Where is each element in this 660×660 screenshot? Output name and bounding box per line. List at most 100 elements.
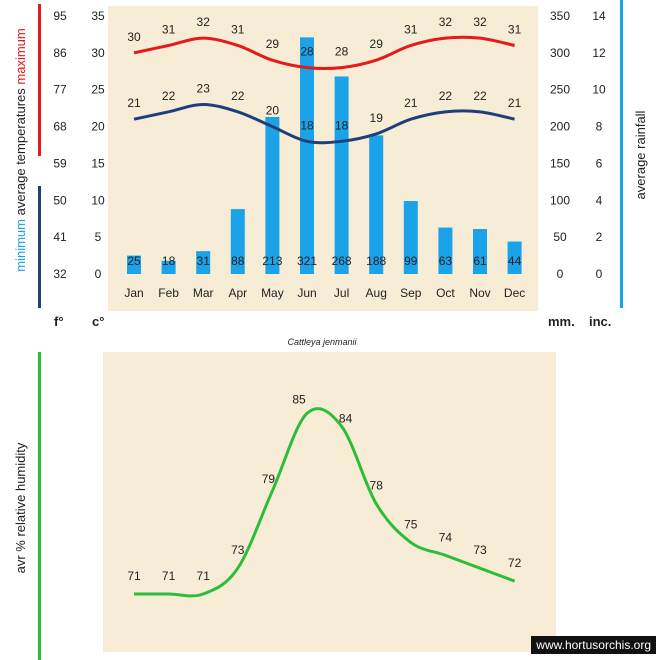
chart-title: Cattleya jenmanii bbox=[287, 337, 357, 347]
rainfall-bar bbox=[507, 241, 522, 274]
month-label: May bbox=[261, 286, 284, 300]
month-label: Apr bbox=[228, 286, 247, 300]
minimum-line bbox=[133, 102, 515, 145]
celsius-tick-label: 20 bbox=[91, 120, 105, 134]
minimum-value-label: 21 bbox=[404, 96, 418, 110]
humidity-line bbox=[134, 407, 516, 598]
inches-tick-label: 6 bbox=[596, 156, 603, 170]
fahrenheit-tick-label: 68 bbox=[53, 120, 67, 134]
rainfall-value-label: 213 bbox=[262, 254, 282, 268]
rainfall-bar bbox=[334, 76, 349, 275]
humidity-value-label: 75 bbox=[404, 517, 418, 531]
right-axis-title: average rainfall bbox=[633, 110, 648, 199]
rainfall-value-label: 99 bbox=[404, 254, 418, 268]
mm-tick-label: 150 bbox=[550, 156, 570, 170]
maximum-label: 29 bbox=[266, 37, 280, 51]
average-temperatures-label: average temperatures bbox=[13, 88, 28, 216]
celsius-tick-label: 25 bbox=[91, 83, 105, 97]
minimum-value-label: 21 bbox=[508, 96, 522, 110]
minimum-value-label: 20 bbox=[266, 104, 280, 118]
minimum-value-label: 23 bbox=[197, 81, 211, 95]
minimum-value-label: 22 bbox=[162, 89, 176, 103]
left-axis-title: minimum average temperatures maximum bbox=[13, 28, 28, 272]
fahrenheit-tick-label: 41 bbox=[53, 230, 67, 244]
rainfall-value-label: 18 bbox=[162, 254, 176, 268]
fahrenheit-tick-label: 77 bbox=[53, 83, 67, 97]
rainfall-value-label: 44 bbox=[508, 254, 522, 268]
month-labels: Jan Feb Mar Apr May Jun Jul Aug Sep Oct Nov Dec bbox=[124, 286, 525, 300]
minimum-value-label: 19 bbox=[370, 111, 384, 125]
minimum-value-label: 22 bbox=[231, 89, 245, 103]
rainfall-value-label: 268 bbox=[332, 254, 352, 268]
celsius-tick-label: 0 bbox=[95, 267, 102, 281]
rainfall-value-label: 31 bbox=[197, 254, 211, 268]
rainfall-value-label: 63 bbox=[439, 254, 453, 268]
humidity-background bbox=[103, 352, 556, 652]
temperature-lines bbox=[133, 35, 515, 145]
fahrenheit-tick-label: 95 bbox=[53, 9, 67, 23]
humidity-value-label: 84 bbox=[339, 411, 353, 425]
data-labels: 30 31 32 31 29 28 28 29 31 32 32 31 21 22 23 22 20 18 18 19… bbox=[127, 15, 521, 268]
rainfall-axis-bar bbox=[620, 0, 623, 308]
minimum-axis-bar bbox=[38, 186, 41, 308]
month-label: Mar bbox=[193, 286, 214, 300]
minimum-value-label: 18 bbox=[335, 118, 349, 132]
celsius-tick-label: 30 bbox=[91, 46, 105, 60]
mm-tick-label: 200 bbox=[550, 120, 570, 134]
minimum-value-label: 22 bbox=[473, 89, 487, 103]
celsius-unit-label: c° bbox=[92, 314, 104, 329]
maximum-label: 31 bbox=[404, 22, 418, 36]
rainfall-value-label: 188 bbox=[366, 254, 386, 268]
rainfall-bar bbox=[403, 201, 418, 274]
axis-tick-labels: 9586776859504132353025201510503503002502… bbox=[53, 9, 606, 281]
fahrenheit-tick-label: 59 bbox=[53, 156, 67, 170]
maximum-label: 29 bbox=[370, 37, 384, 51]
humidity-value-label: 73 bbox=[231, 543, 245, 557]
humidity-axis-bar bbox=[38, 352, 41, 660]
maximum-label: 32 bbox=[197, 15, 211, 29]
humidity-value-label: 85 bbox=[292, 392, 306, 406]
celsius-tick-label: 15 bbox=[91, 156, 105, 170]
celsius-tick-label: 10 bbox=[91, 193, 105, 207]
watermark: www.hortusorchis.org bbox=[531, 636, 656, 654]
month-label: Jul bbox=[334, 286, 349, 300]
maximum-label: 32 bbox=[439, 15, 453, 29]
mm-tick-label: 50 bbox=[553, 230, 567, 244]
minimum-value-label: 21 bbox=[127, 96, 141, 110]
maximum-label: 31 bbox=[231, 22, 245, 36]
maximum-line bbox=[133, 35, 515, 71]
humidity-value-label: 78 bbox=[370, 479, 384, 493]
celsius-tick-label: 35 bbox=[91, 9, 105, 23]
month-label: Oct bbox=[436, 286, 455, 300]
inches-tick-label: 0 bbox=[596, 267, 603, 281]
mm-tick-label: 300 bbox=[550, 46, 570, 60]
maximum-label: 31 bbox=[162, 22, 176, 36]
humidity-chart: 71 71 71 73 79 85 84 78 75 74 73 72 bbox=[127, 392, 522, 598]
maximum-label: 28 bbox=[300, 45, 314, 59]
minimum-label: minimum bbox=[13, 219, 28, 272]
rainfall-bar bbox=[369, 135, 384, 274]
minimum-value-label: 22 bbox=[439, 89, 453, 103]
inches-unit-label: inc. bbox=[589, 314, 611, 329]
month-label: Feb bbox=[158, 286, 179, 300]
month-label: Dec bbox=[504, 286, 525, 300]
month-label: Jun bbox=[297, 286, 316, 300]
inches-tick-label: 4 bbox=[596, 193, 603, 207]
rainfall-bar bbox=[230, 209, 245, 274]
fahrenheit-unit-label: f° bbox=[54, 314, 64, 329]
rainfall-bar bbox=[300, 37, 314, 275]
inches-tick-label: 10 bbox=[592, 83, 606, 97]
rainfall-value-label: 88 bbox=[231, 254, 245, 268]
maximum-label: 28 bbox=[335, 45, 349, 59]
rainfall-bars bbox=[127, 37, 522, 275]
inches-tick-label: 8 bbox=[596, 120, 603, 134]
fahrenheit-tick-label: 50 bbox=[53, 193, 67, 207]
mm-unit-label: mm. bbox=[548, 314, 575, 329]
inches-tick-label: 14 bbox=[592, 9, 606, 23]
rainfall-value-label: 61 bbox=[473, 254, 487, 268]
humidity-value-label: 73 bbox=[473, 543, 487, 557]
maximum-label: maximum bbox=[13, 28, 28, 84]
mm-tick-label: 0 bbox=[557, 267, 564, 281]
minimum-value-label: 18 bbox=[300, 118, 314, 132]
